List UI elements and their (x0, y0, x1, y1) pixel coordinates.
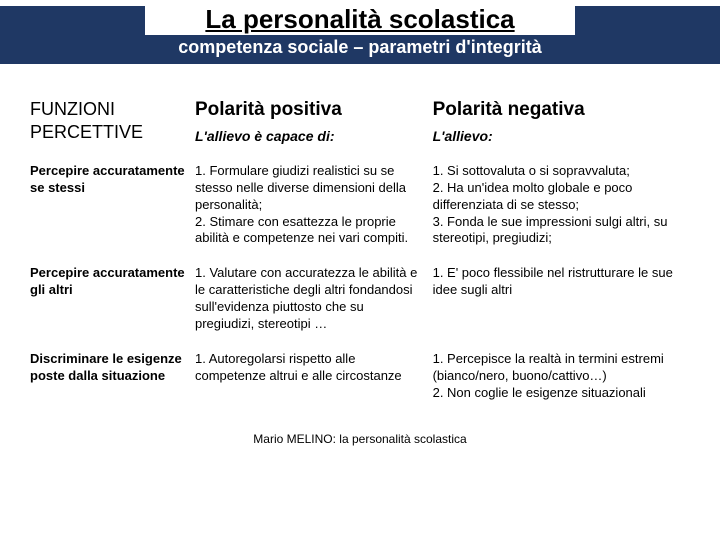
header-band: La personalità scolastica competenza soc… (0, 6, 720, 64)
row-label: Percepire accuratamente se stessi (30, 157, 195, 259)
header-negative-label: Polarità negativa (433, 98, 680, 123)
row-label: Discriminare le esigenze poste dalla sit… (30, 345, 195, 414)
footer-text: Mario MELINO: la personalità scolastica (30, 432, 690, 446)
slide-subtitle: competenza sociale – parametri d'integri… (0, 37, 720, 58)
row-label: Percepire accuratamente gli altri (30, 259, 195, 345)
main-table: FUNZIONI PERCETTIVE Polarità positiva L'… (30, 92, 690, 414)
header-positive-label: Polarità positiva (195, 98, 423, 123)
row-positive: 1. Formulare giudizi realistici su se st… (195, 157, 433, 259)
table-row: Percepire accuratamente gli altri 1. Val… (30, 259, 690, 345)
header-cell-negative: Polarità negativa L'allievo: (433, 92, 690, 157)
row-negative: 1. Percepisce la realtà in termini estre… (433, 345, 690, 414)
header-functions-label: FUNZIONI PERCETTIVE (30, 98, 185, 145)
row-negative: 1. E' poco flessibile nel ristrutturare … (433, 259, 690, 345)
header-negative-sub: L'allievo: (433, 127, 680, 145)
table-row: Percepire accuratamente se stessi 1. For… (30, 157, 690, 259)
header-cell-functions: FUNZIONI PERCETTIVE (30, 92, 195, 157)
slide-title: La personalità scolastica (145, 4, 574, 35)
table-row: Discriminare le esigenze poste dalla sit… (30, 345, 690, 414)
row-positive: 1. Valutare con accuratezza le abilità e… (195, 259, 433, 345)
header-positive-sub: L'allievo è capace di: (195, 127, 423, 145)
header-cell-positive: Polarità positiva L'allievo è capace di: (195, 92, 433, 157)
content-area: FUNZIONI PERCETTIVE Polarità positiva L'… (0, 64, 720, 446)
row-negative: 1. Si sottovaluta o si sopravvaluta;2. H… (433, 157, 690, 259)
table-header-row: FUNZIONI PERCETTIVE Polarità positiva L'… (30, 92, 690, 157)
row-positive: 1. Autoregolarsi rispetto alle competenz… (195, 345, 433, 414)
